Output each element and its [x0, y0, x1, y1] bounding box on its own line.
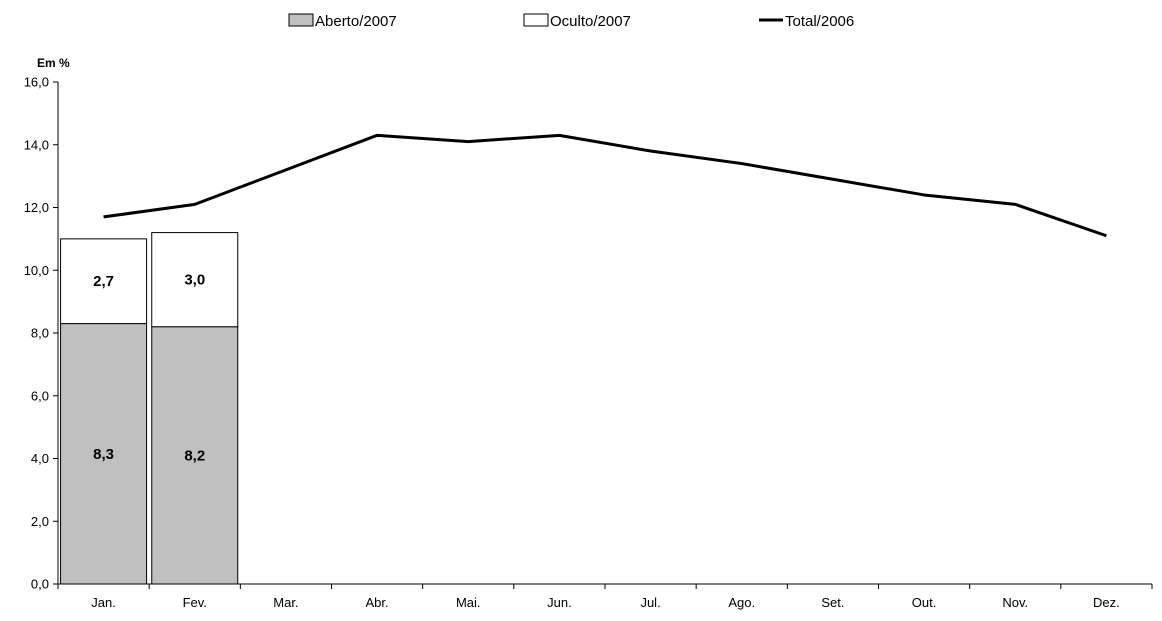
x-tick-label: Mar. [273, 595, 298, 610]
x-tick-label: Out. [912, 595, 937, 610]
y-axis-label: Em % [37, 56, 70, 70]
y-tick-label: 16,0 [24, 75, 49, 90]
line-total-2006 [103, 133, 1107, 238]
legend: Aberto/2007 Oculto/2007 Total/2006 [288, 13, 854, 30]
x-tick-label: Mai. [456, 595, 481, 610]
y-tick-label: 4,0 [31, 451, 49, 466]
line-series [103, 133, 1107, 238]
legend-swatch [288, 13, 314, 27]
axes: 0,0 2,0 4,0 6,0 8,0 10,0 12,0 14,0 16,0 Jan. Fev. M… [24, 75, 1153, 610]
y-tick-label: 14,0 [24, 137, 49, 152]
legend-label: Total/2006 [785, 13, 854, 30]
bar-oculto-jan [60, 238, 148, 325]
legend-swatch [523, 13, 549, 27]
x-tick-label: Abr. [366, 595, 389, 610]
x-tick-label: Fev. [183, 595, 207, 610]
y-tick-label: 0,0 [31, 577, 49, 592]
data-labels: 8,3 2,7 8,2 3,0 [93, 272, 205, 465]
legend-item: Aberto/2007 [288, 13, 397, 30]
y-tick-label: 12,0 [24, 200, 49, 215]
y-tick-label: 2,0 [31, 514, 49, 529]
data-label-aberto: 8,2 [184, 447, 205, 464]
legend-item: Oculto/2007 [523, 13, 631, 30]
x-tick-label: Nov. [1002, 595, 1028, 610]
data-label-oculto: 3,0 [184, 272, 205, 289]
legend-label: Oculto/2007 [550, 13, 631, 30]
y-tick-label: 8,0 [31, 326, 49, 341]
x-tick-label: Jan. [91, 595, 116, 610]
legend-label: Aberto/2007 [315, 13, 397, 30]
data-label-aberto: 8,3 [93, 446, 114, 463]
x-tick-label: Jul. [640, 595, 660, 610]
y-tick-label: 6,0 [31, 388, 49, 403]
y-tick-label: 10,0 [24, 263, 49, 278]
data-label-oculto: 2,7 [93, 273, 114, 290]
bars [60, 232, 239, 585]
x-tick-label: Jun. [547, 595, 572, 610]
legend-item: Total/2006 [759, 13, 854, 30]
x-tick-label: Dez. [1093, 595, 1120, 610]
bar-oculto-fev [151, 232, 239, 328]
x-tick-label: Set. [821, 595, 844, 610]
x-tick-label: Ago. [728, 595, 755, 610]
